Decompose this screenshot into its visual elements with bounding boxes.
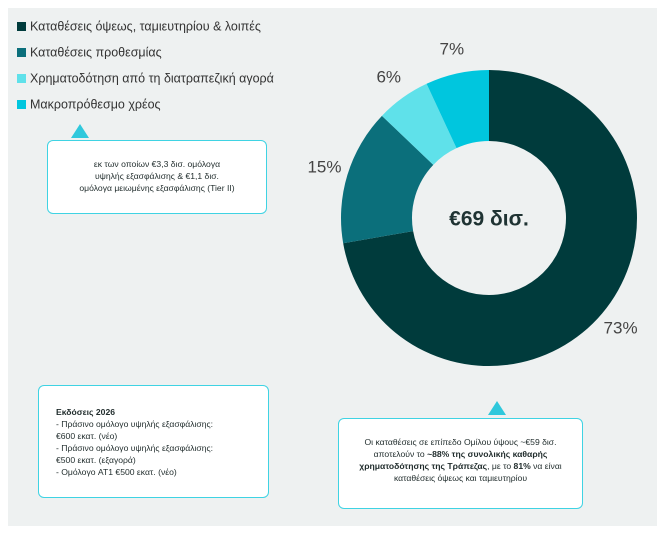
donut-segment [343,70,637,366]
annotation-text: ~88% της συνολικής καθαρής χρηματοδότηση… [359,449,548,471]
pointer [71,124,89,138]
annotation-line: - Πράσινο ομόλογο υψηλής εξασφάλισης: [56,443,214,453]
legend-swatch [17,22,26,31]
annotation-line: €600 εκατ. (νέο) [56,431,118,441]
pointer [488,401,506,415]
annotation-line: ομόλογα μειωμένης εξασφάλισης (Tier II) [79,183,235,193]
data-label: 6% [376,68,401,87]
donut-segment [426,70,489,149]
annotation-text: Οι καταθέσεις σε επίπεδο Ομίλου ύψους ~€… [364,437,557,459]
legend-swatch [17,48,26,57]
annotation-text: να είναι καταθέσεις όψεως και ταμιευτηρί… [393,461,562,483]
annotation-title: Εκδόσεις 2026 [56,407,116,417]
legend-label: Χρηματοδότηση από τη διατραπεζική αγορά [30,71,274,85]
center-label: €69 δισ. [449,208,529,231]
annotation-line: υψηλής εξασφάλισης & €1,1 δισ. [95,171,219,181]
annotation-text: , με το [487,461,514,471]
legend-swatch [17,100,26,109]
data-label: 73% [604,318,638,337]
annotation-line: - Ομόλογο AT1 €500 εκατ. (νέο) [56,467,177,477]
legend-label: Μακροπρόθεσμο χρέος [30,97,161,111]
annotation-line: €500 εκατ. (εξαγορά) [56,455,136,465]
legend-label: Καταθέσεις προθεσμίας [30,45,162,59]
donut-segment [381,83,457,165]
legend-swatch [17,74,26,83]
data-label: 7% [440,40,465,59]
annotation-line: - Πράσινο ομόλογο υψηλής εξασφάλισης: [56,419,214,429]
legend-label: Καταθέσεις όψεως, ταμιευτηρίου & λοιπές [30,19,261,33]
donut-segment [341,115,434,244]
annotation-line: εκ των οποίων €3,3 δισ. ομόλογα [93,159,221,169]
annotation: Εκδόσεις 2026 - Πράσινο ομόλογο υψηλής εξ… [38,385,269,498]
annotation-text: 81% [513,461,531,471]
annotation: εκ των οποίων €3,3 δισ. ομόλογα υψηλής εξ… [47,140,267,214]
data-label: 15% [307,157,341,176]
annotation: Οι καταθέσεις σε επίπεδο Ομίλου ύψους ~€… [338,418,583,509]
